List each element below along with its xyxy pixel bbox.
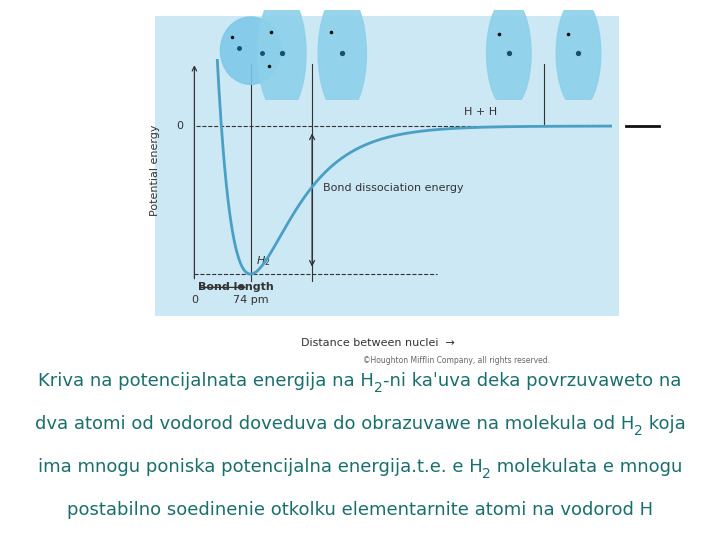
Ellipse shape bbox=[557, 0, 600, 109]
Text: 0: 0 bbox=[191, 295, 198, 305]
Text: Bond length: Bond length bbox=[198, 282, 274, 293]
Text: 2: 2 bbox=[482, 467, 491, 481]
Text: Bond dissociation energy: Bond dissociation energy bbox=[323, 183, 464, 193]
Text: H$_2$: H$_2$ bbox=[256, 254, 271, 268]
Ellipse shape bbox=[318, 0, 366, 114]
Text: 2: 2 bbox=[374, 381, 383, 395]
Ellipse shape bbox=[487, 0, 531, 109]
Text: Potential energy: Potential energy bbox=[150, 125, 160, 216]
Text: ©Houghton Mifflin Company, all rights reserved.: ©Houghton Mifflin Company, all rights re… bbox=[363, 356, 549, 366]
Ellipse shape bbox=[220, 17, 281, 84]
Text: 74 pm: 74 pm bbox=[233, 295, 269, 305]
Ellipse shape bbox=[258, 0, 306, 114]
Text: Distance between nuclei  →: Distance between nuclei → bbox=[301, 338, 454, 348]
Text: koja: koja bbox=[643, 415, 685, 433]
Text: H + H: H + H bbox=[464, 107, 497, 117]
Text: postabilno soedinenie otkolku elementarnite atomi na vodorod H: postabilno soedinenie otkolku elementarn… bbox=[67, 501, 653, 519]
Text: Kriva na potencijalnata energija na H: Kriva na potencijalnata energija na H bbox=[38, 372, 374, 390]
Text: 2: 2 bbox=[634, 424, 643, 438]
Text: dva atomi od vodorod doveduva do obrazuvawe na molekula od H: dva atomi od vodorod doveduva do obrazuv… bbox=[35, 415, 634, 433]
Text: ima mnogu poniska potencijalna energija.t.e. e H: ima mnogu poniska potencijalna energija.… bbox=[37, 458, 482, 476]
Text: molekulata e mnogu: molekulata e mnogu bbox=[491, 458, 683, 476]
Text: -ni kaˈuva deka povrzuvaweto na: -ni kaˈuva deka povrzuvaweto na bbox=[383, 372, 682, 390]
Text: 0: 0 bbox=[176, 121, 183, 131]
